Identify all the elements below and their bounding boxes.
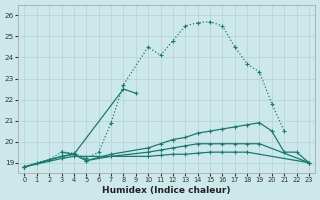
X-axis label: Humidex (Indice chaleur): Humidex (Indice chaleur) (102, 186, 231, 195)
